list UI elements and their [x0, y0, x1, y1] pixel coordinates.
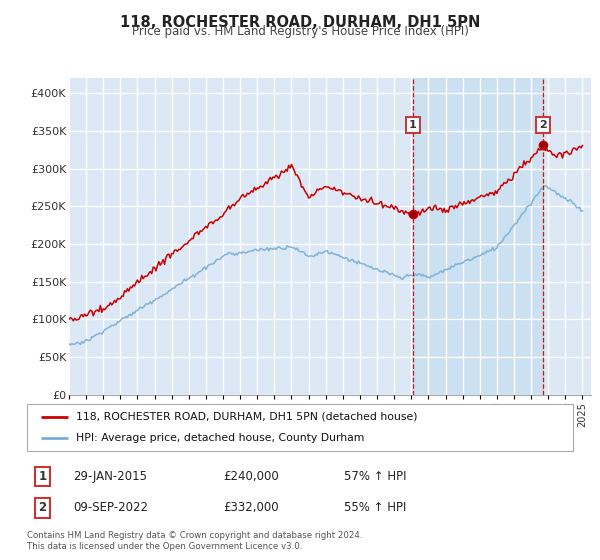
Text: 2: 2	[539, 120, 547, 130]
Text: This data is licensed under the Open Government Licence v3.0.: This data is licensed under the Open Gov…	[27, 542, 302, 551]
Text: 118, ROCHESTER ROAD, DURHAM, DH1 5PN: 118, ROCHESTER ROAD, DURHAM, DH1 5PN	[120, 15, 480, 30]
Text: 1: 1	[38, 470, 46, 483]
Text: 1: 1	[409, 120, 416, 130]
Bar	[413, 78, 543, 395]
Text: 2: 2	[38, 501, 46, 515]
Text: 09-SEP-2022: 09-SEP-2022	[73, 501, 148, 515]
Text: Contains HM Land Registry data © Crown copyright and database right 2024.: Contains HM Land Registry data © Crown c…	[27, 531, 362, 540]
Text: HPI: Average price, detached house, County Durham: HPI: Average price, detached house, Coun…	[76, 433, 365, 444]
Text: £240,000: £240,000	[224, 470, 280, 483]
Text: 118, ROCHESTER ROAD, DURHAM, DH1 5PN (detached house): 118, ROCHESTER ROAD, DURHAM, DH1 5PN (de…	[76, 412, 418, 422]
Text: £332,000: £332,000	[224, 501, 279, 515]
Text: 55% ↑ HPI: 55% ↑ HPI	[344, 501, 406, 515]
Text: 29-JAN-2015: 29-JAN-2015	[73, 470, 148, 483]
Text: 57% ↑ HPI: 57% ↑ HPI	[344, 470, 406, 483]
Text: Price paid vs. HM Land Registry's House Price Index (HPI): Price paid vs. HM Land Registry's House …	[131, 25, 469, 38]
